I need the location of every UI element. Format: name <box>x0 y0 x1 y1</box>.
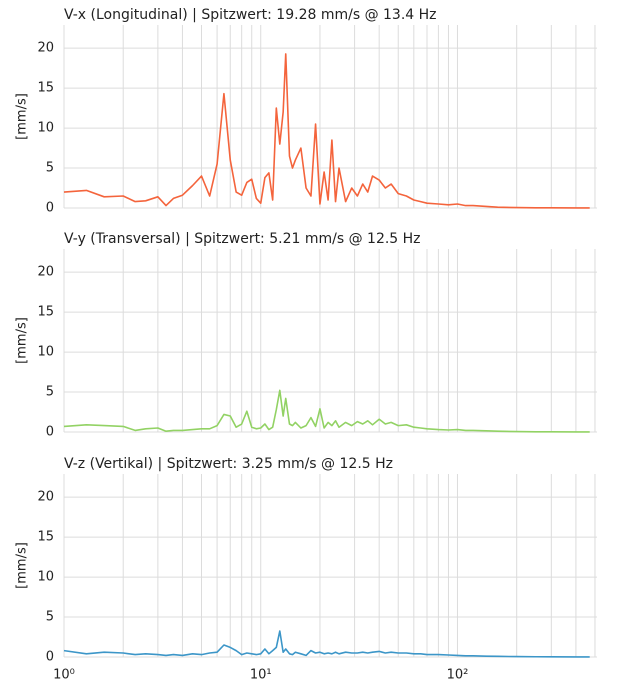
series-line <box>63 53 590 209</box>
y-tick-label: 5 <box>46 161 54 176</box>
y-tick-label: 15 <box>37 81 54 96</box>
y-tick-label: 5 <box>46 385 54 400</box>
y-tick-label: 20 <box>37 265 54 280</box>
subplot-title: V-y (Transversal) | Spitzwert: 5.21 mm/s… <box>64 231 421 247</box>
y-tick-label: 10 <box>37 345 54 360</box>
subplot-title: V-x (Longitudinal) | Spitzwert: 19.28 mm… <box>64 7 437 23</box>
series-line <box>63 389 590 433</box>
series-line <box>63 630 590 658</box>
y-tick-label: 0 <box>46 201 54 216</box>
y-tick-label: 10 <box>37 570 54 585</box>
y-axis-label: [mm/s] <box>15 317 30 364</box>
x-tick-label: 10² <box>447 668 469 683</box>
x-tick-label: 10¹ <box>250 668 272 683</box>
y-tick-label: 5 <box>46 610 54 625</box>
y-axis-label: [mm/s] <box>15 542 30 589</box>
y-axis-label: [mm/s] <box>15 93 30 140</box>
y-tick-label: 15 <box>37 530 54 545</box>
y-tick-label: 15 <box>37 305 54 320</box>
y-tick-label: 20 <box>37 41 54 56</box>
y-tick-label: 0 <box>46 425 54 440</box>
x-tick-label: 10⁰ <box>53 668 75 683</box>
y-tick-label: 20 <box>37 490 54 505</box>
subplot-title: V-z (Vertikal) | Spitzwert: 3.25 mm/s @ … <box>64 456 393 472</box>
y-tick-label: 0 <box>46 650 54 665</box>
y-tick-label: 10 <box>37 121 54 136</box>
